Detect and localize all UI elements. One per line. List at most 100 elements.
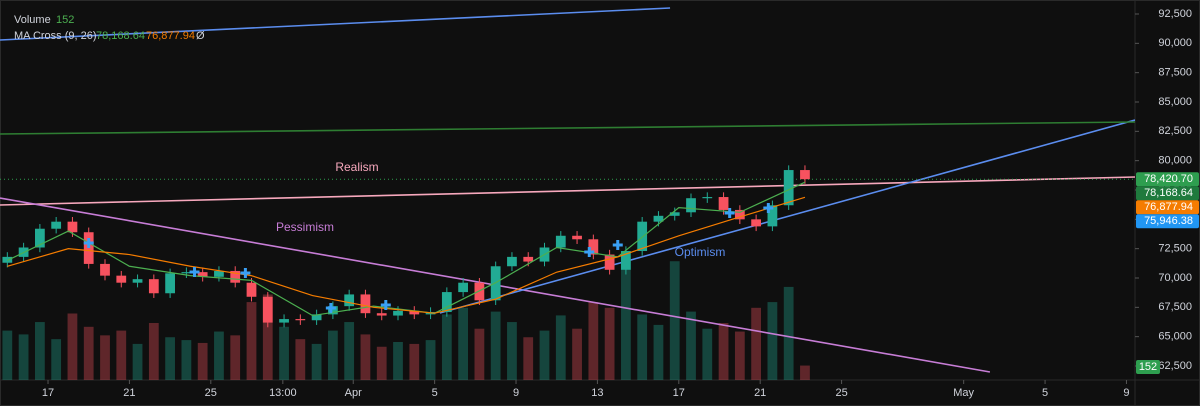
volume-bar bbox=[539, 330, 550, 380]
candle-body bbox=[165, 273, 175, 294]
volume-bar bbox=[132, 343, 143, 380]
candle-body bbox=[116, 275, 127, 283]
volume-bar bbox=[572, 328, 582, 380]
candle-body bbox=[767, 205, 778, 227]
volume-bar bbox=[181, 340, 192, 380]
x-tick-label: 25 bbox=[205, 387, 217, 399]
candle-body bbox=[83, 232, 94, 264]
cross-signal bbox=[325, 303, 336, 314]
y-tick-label: 67,500 bbox=[1158, 301, 1192, 313]
volume-bar bbox=[441, 314, 452, 380]
candle-body bbox=[669, 212, 680, 216]
volume-bar bbox=[637, 314, 648, 380]
legend-ma-fast: 78,168.64 bbox=[96, 30, 145, 42]
volume-bar bbox=[702, 328, 713, 380]
x-tick-label: 25 bbox=[835, 387, 847, 399]
volume-bar bbox=[344, 322, 355, 380]
cross-signal bbox=[240, 267, 251, 278]
volume-bar bbox=[34, 322, 45, 380]
volume-bar bbox=[767, 302, 778, 380]
volume-bar bbox=[100, 335, 110, 380]
x-tick-label: 21 bbox=[754, 387, 766, 399]
trendline-label: Pessimism bbox=[276, 220, 334, 234]
volume-bar bbox=[214, 331, 224, 380]
x-tick-label: 13 bbox=[591, 387, 603, 399]
volume-bar bbox=[425, 340, 436, 380]
candle-body bbox=[702, 197, 713, 199]
candle-body bbox=[132, 279, 143, 283]
candle-body bbox=[686, 198, 696, 213]
volume-bar bbox=[686, 311, 696, 380]
cross-signal bbox=[380, 299, 391, 310]
candle-body bbox=[230, 270, 241, 283]
legend-volume-value: 152 bbox=[56, 14, 74, 26]
volume-bar bbox=[197, 342, 208, 380]
volume-bar bbox=[393, 342, 403, 380]
candle-body bbox=[311, 314, 322, 321]
price-tag-label: 76,877.94 bbox=[1144, 201, 1193, 213]
volume-bar bbox=[621, 256, 631, 380]
volume-bar bbox=[653, 324, 664, 380]
candle-body bbox=[783, 170, 794, 206]
ma-line bbox=[7, 196, 806, 314]
legend-ma-slow: 76,877.94 bbox=[146, 30, 195, 42]
cross-signal bbox=[83, 238, 94, 249]
x-tick-label: 5 bbox=[432, 387, 438, 399]
trendline bbox=[0, 121, 1135, 135]
y-tick-label: 62,500 bbox=[1158, 360, 1192, 372]
x-tick-label: Apr bbox=[345, 387, 362, 399]
legend: Volume 152 MA Cross (9, 26) 78,168.64 76… bbox=[14, 14, 205, 42]
volume-bar bbox=[165, 337, 175, 380]
candle-body bbox=[718, 197, 729, 210]
volume-tag-label: 152 bbox=[1139, 361, 1157, 373]
candle-body bbox=[344, 294, 355, 307]
candle-body bbox=[523, 256, 534, 262]
candle-body bbox=[637, 221, 648, 252]
price-tag bbox=[1136, 186, 1199, 201]
volume-bar bbox=[718, 323, 729, 380]
cross-signal bbox=[189, 267, 200, 278]
candle-body bbox=[360, 294, 371, 314]
volume-bar bbox=[376, 346, 387, 380]
volume-tag bbox=[1136, 360, 1160, 374]
candle-body bbox=[214, 270, 224, 277]
trendline-label: Realism bbox=[335, 160, 378, 174]
volume-bar bbox=[230, 335, 241, 380]
candle-body bbox=[555, 235, 566, 248]
volume-bar bbox=[474, 328, 485, 380]
volume-bar bbox=[67, 313, 78, 380]
trendline-label: Optimism bbox=[675, 245, 726, 259]
volume-bar bbox=[83, 326, 94, 380]
cross-signal bbox=[724, 207, 735, 218]
trendline bbox=[0, 7, 671, 41]
volume-bar bbox=[783, 286, 794, 380]
candle-body bbox=[197, 272, 208, 277]
candle-body bbox=[653, 215, 664, 222]
x-tick-label: 17 bbox=[42, 387, 54, 399]
candle-body bbox=[621, 251, 631, 270]
volume-bar bbox=[148, 323, 159, 380]
legend-volume-name: Volume bbox=[14, 14, 51, 26]
volume-bar bbox=[734, 331, 745, 380]
x-tick-label: May bbox=[953, 387, 974, 399]
volume-bar bbox=[458, 307, 468, 380]
volume-bar bbox=[409, 343, 420, 380]
volume-bar bbox=[328, 330, 338, 380]
y-tick-label: 80,000 bbox=[1158, 155, 1192, 167]
volume-bar bbox=[490, 311, 501, 380]
cross-signal bbox=[584, 246, 595, 257]
candle-body bbox=[751, 219, 762, 227]
candle-body bbox=[507, 256, 517, 267]
candle-body bbox=[588, 239, 599, 255]
candle-body bbox=[67, 221, 78, 233]
candle-body bbox=[572, 235, 582, 240]
candle-body bbox=[262, 296, 273, 323]
x-tick-label: 9 bbox=[513, 387, 519, 399]
candle-body bbox=[51, 221, 62, 229]
x-tick-label: 5 bbox=[1042, 387, 1048, 399]
candle-body bbox=[148, 279, 159, 294]
candle-body bbox=[409, 310, 420, 315]
volume-bar bbox=[262, 294, 273, 380]
